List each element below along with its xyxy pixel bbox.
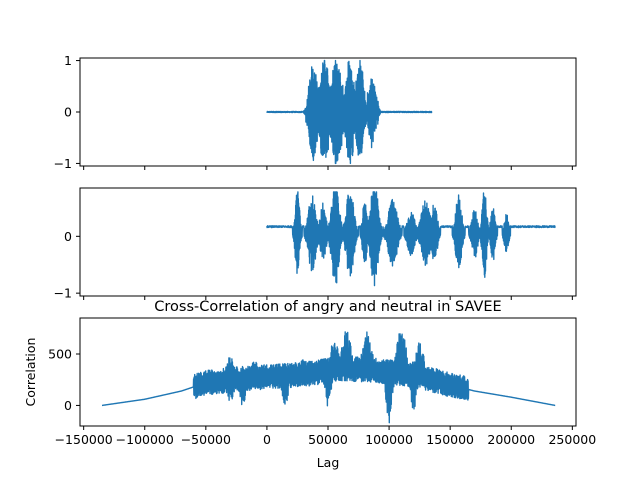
y-axis-label: Correlation	[23, 338, 38, 407]
signal-line	[101, 331, 556, 424]
y-tick-label: 1	[64, 53, 72, 68]
x-tick-label: 50000	[308, 432, 348, 447]
x-tick-label: −50000	[181, 432, 231, 447]
x-axis-label: Lag	[317, 455, 340, 470]
y-tick-label: 0	[64, 229, 72, 244]
x-tick-label: −100000	[116, 432, 174, 447]
x-tick-label: 100000	[365, 432, 413, 447]
panel-2: 0 −1	[54, 187, 577, 301]
x-tick-label: 0	[263, 432, 271, 447]
y-tick-label: 0	[64, 398, 72, 413]
panel-3: 500 0 −150000 −100000 −50000 0 50000 100000 1500…	[23, 299, 596, 470]
x-tick-label: 150000	[426, 432, 474, 447]
y-tick-label: 500	[48, 347, 72, 362]
y-tick-label: 0	[64, 105, 72, 120]
signal-line	[266, 59, 433, 165]
y-tick-label: −1	[54, 156, 72, 171]
y-tick-label: −1	[54, 286, 72, 301]
axes-frame	[79, 187, 577, 297]
signal-line	[266, 191, 556, 287]
chart-title: Cross-Correlation of angry and neutral i…	[154, 299, 501, 315]
x-tick-label: −150000	[55, 432, 113, 447]
panel-1: 1 0 −1	[54, 53, 577, 171]
x-tick-label: 200000	[487, 432, 535, 447]
x-tick-label: 250000	[548, 432, 596, 447]
